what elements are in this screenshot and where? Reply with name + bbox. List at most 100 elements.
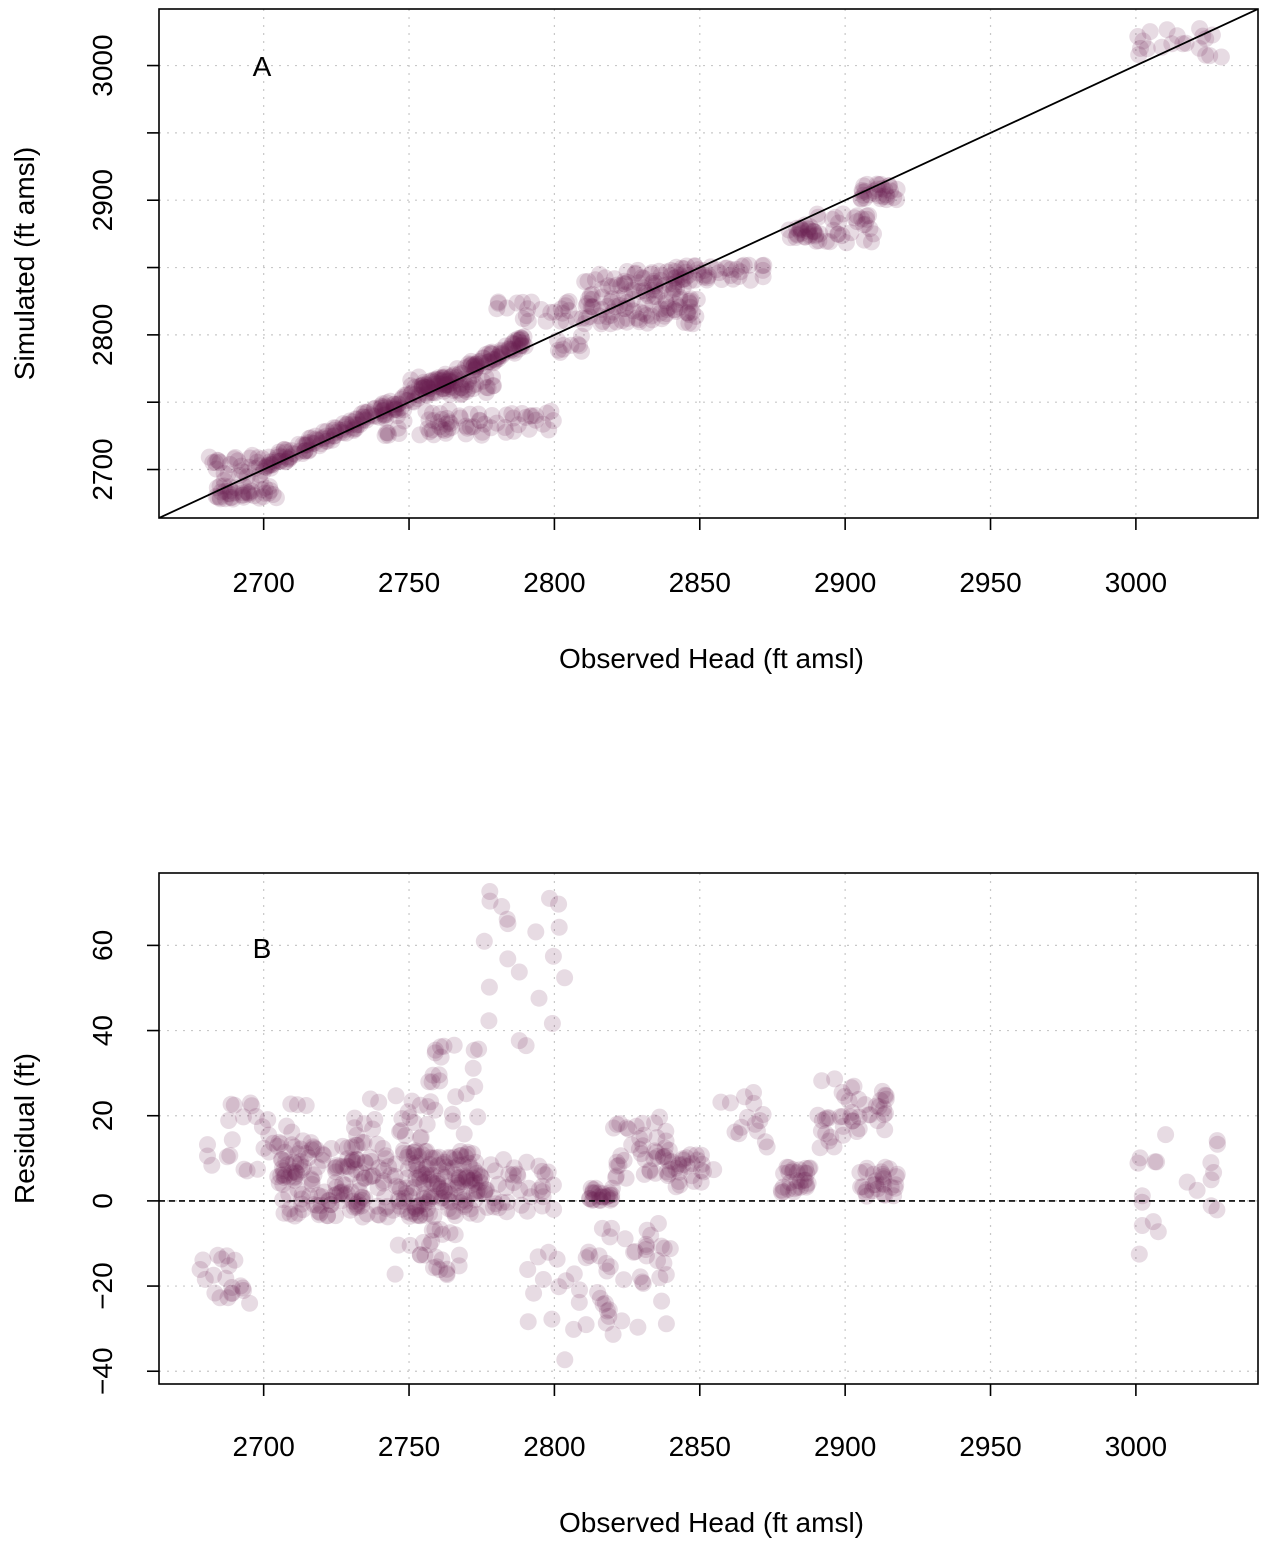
data-point: [732, 263, 749, 281]
data-point: [497, 337, 515, 355]
data-point: [431, 1220, 449, 1238]
data-point: [876, 181, 894, 199]
data-point: [433, 1251, 451, 1269]
data-point: [534, 1188, 552, 1206]
data-point: [1141, 23, 1159, 41]
data-point: [651, 304, 669, 322]
data-point: [440, 1200, 458, 1218]
data-point: [394, 389, 411, 407]
data-point: [326, 1159, 344, 1177]
data-point: [269, 446, 287, 464]
data-point: [407, 1169, 425, 1187]
data-point: [297, 1145, 315, 1162]
data-point: [465, 1041, 483, 1059]
data-point: [520, 420, 538, 438]
data-point: [721, 1094, 739, 1112]
data-point: [733, 257, 751, 275]
data-point: [482, 419, 500, 437]
data-point: [705, 1161, 723, 1179]
data-point: [257, 458, 275, 476]
data-point: [418, 384, 436, 402]
data-point: [311, 1204, 329, 1222]
data-point: [801, 1159, 819, 1177]
data-point: [264, 486, 282, 503]
data-point: [498, 1193, 516, 1211]
data-point: [877, 1104, 894, 1122]
data-point: [462, 352, 480, 370]
data-point: [386, 1265, 404, 1283]
data-point: [657, 294, 675, 312]
data-point: [366, 399, 384, 417]
data-point: [478, 1198, 496, 1216]
data-point: [315, 423, 332, 441]
data-point: [423, 421, 441, 439]
data-point: [369, 1179, 387, 1197]
data-point: [424, 1166, 442, 1184]
data-point: [452, 1147, 470, 1164]
data-point: [877, 186, 895, 204]
data-point: [754, 1106, 772, 1123]
data-point: [407, 1142, 425, 1160]
data-point: [405, 1143, 423, 1161]
data-point: [420, 1073, 438, 1091]
data-point: [875, 1170, 893, 1188]
data-point: [396, 386, 414, 404]
data-point: [251, 466, 269, 484]
data-point: [429, 1177, 447, 1195]
data-point: [498, 910, 516, 928]
data-point: [657, 1315, 675, 1333]
data-point: [220, 485, 238, 502]
data-point: [599, 277, 617, 295]
data-point: [830, 214, 847, 232]
data-point: [649, 1252, 666, 1270]
data-point: [600, 1307, 618, 1325]
data-point: [313, 1145, 331, 1163]
data-point: [260, 484, 278, 502]
data-point: [413, 377, 431, 395]
data-point: [1144, 1213, 1162, 1231]
data-point: [453, 1186, 471, 1204]
data-point: [405, 1147, 423, 1164]
data-point: [745, 1094, 763, 1112]
data-point: [418, 376, 435, 394]
data-point: [298, 436, 316, 454]
data-point: [548, 1250, 566, 1268]
data-point: [267, 489, 285, 507]
data-point: [444, 1112, 462, 1130]
data-point: [635, 1165, 653, 1183]
data-point: [1209, 1135, 1226, 1153]
data-point: [352, 405, 370, 423]
data-point: [272, 1167, 290, 1184]
data-point: [431, 418, 449, 436]
data-point: [877, 191, 895, 209]
data-point: [232, 457, 250, 475]
data-point: [887, 1168, 905, 1186]
data-point: [630, 1140, 648, 1158]
data-point: [441, 1149, 459, 1167]
data-point: [471, 1167, 489, 1185]
data-point: [483, 343, 501, 361]
data-point: [790, 221, 808, 239]
data-point: [438, 1162, 456, 1180]
data-point: [487, 1195, 504, 1213]
data-point: [446, 1226, 464, 1244]
data-point: [310, 1206, 328, 1224]
data-point: [405, 1198, 423, 1216]
data-point: [357, 404, 375, 422]
data-point: [666, 263, 684, 280]
data-point: [455, 381, 473, 399]
data-point: [583, 290, 601, 308]
data-point: [618, 293, 636, 311]
data-point: [688, 290, 706, 308]
data-point: [222, 1284, 240, 1302]
data-point: [456, 359, 474, 377]
data-point: [483, 345, 501, 363]
data-point: [459, 380, 477, 398]
data-point: [801, 227, 819, 245]
data-point: [391, 1197, 409, 1215]
panel-a-y-axis-title: Simulated (ft amsl): [9, 147, 40, 380]
data-point: [435, 1182, 453, 1200]
data-point: [273, 1159, 291, 1177]
data-point: [501, 342, 519, 360]
data-point: [339, 1150, 357, 1168]
